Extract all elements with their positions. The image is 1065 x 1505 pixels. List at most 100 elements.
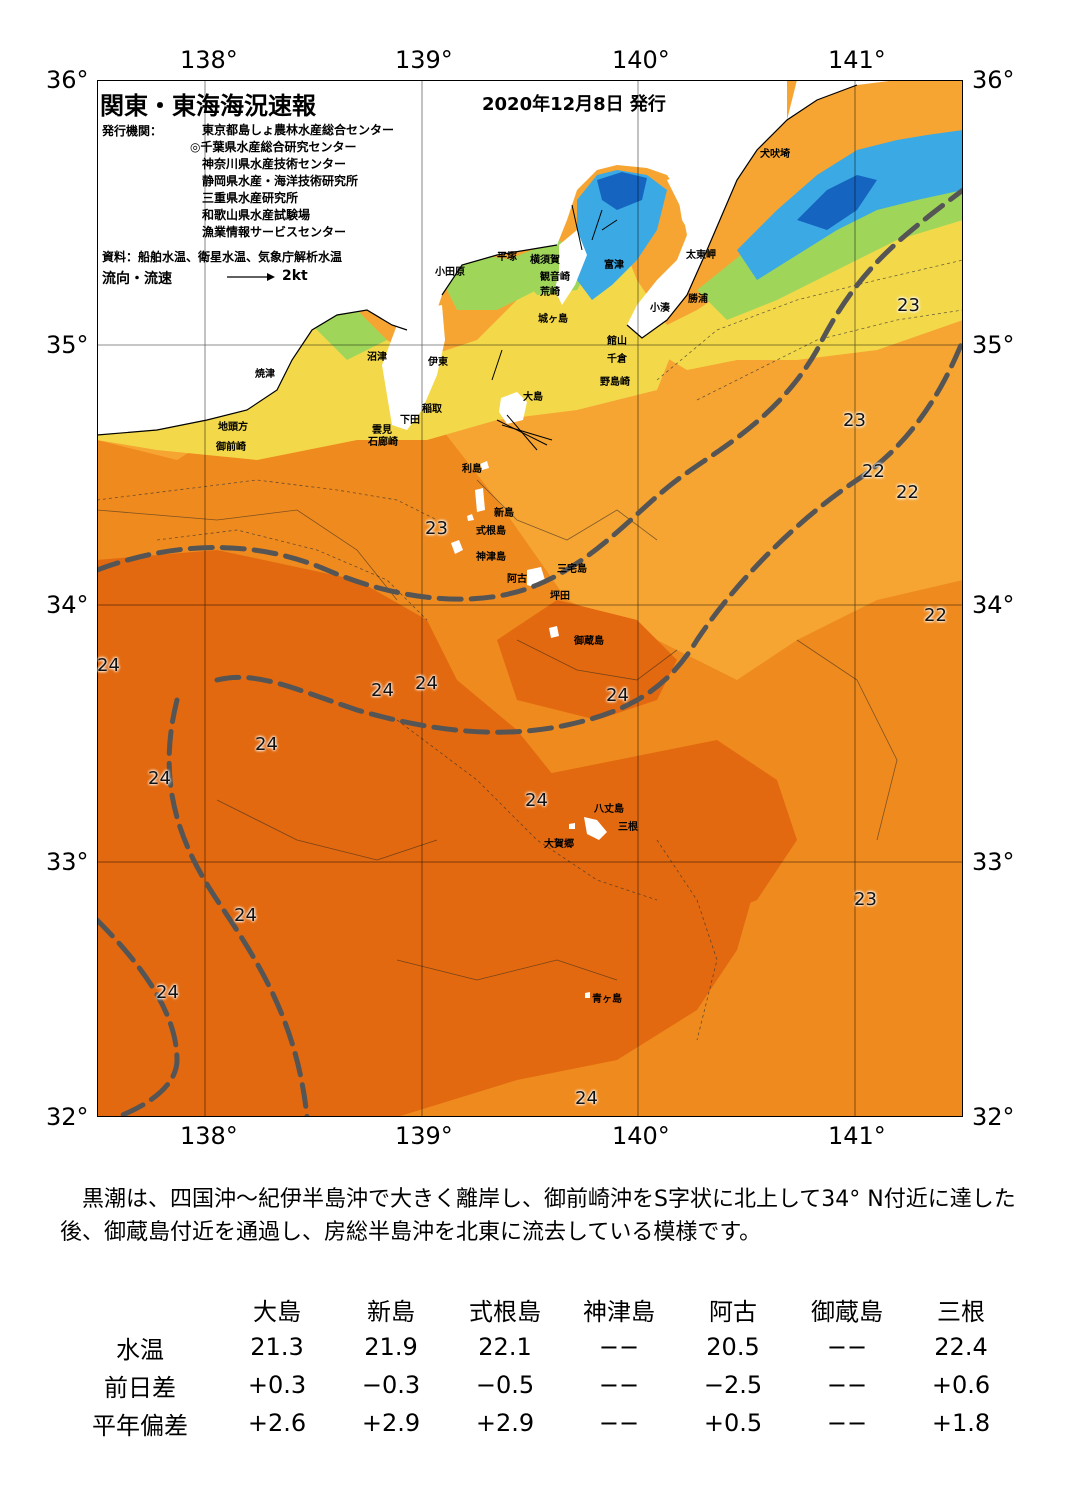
lon-label-138: 138° [180, 46, 238, 74]
land-shikine [467, 514, 474, 521]
place-label: 平塚 [497, 252, 517, 263]
land-hachijo-small [569, 823, 575, 829]
land-kozu [451, 540, 463, 554]
temperature-label: 24 [255, 734, 278, 755]
place-label: 阿古 [507, 574, 527, 585]
place-label: 大賀郷 [544, 839, 574, 850]
contour-200-east [656, 259, 963, 381]
place-label: 富津 [604, 260, 624, 271]
temperature-label: 24 [371, 680, 394, 701]
place-label: 荒崎 [540, 287, 560, 298]
contour-200-west [97, 479, 438, 521]
map-canvas [97, 80, 963, 1117]
coastline-boso [626, 84, 858, 339]
stats-cell: +0.3 [247, 1371, 307, 1399]
land-niijima [475, 488, 485, 512]
place-label: 御前崎 [216, 442, 246, 453]
legend-flow-arrowhead [267, 273, 275, 281]
stats-cell: +0.6 [931, 1371, 991, 1399]
organization-item: 漁業情報サービスセンター [202, 225, 347, 239]
place-label: 雲見 [372, 425, 392, 436]
kuroshio-line-west [166, 697, 310, 1117]
coast-green-izu [437, 255, 537, 310]
temperature-label: 24 [575, 1088, 598, 1109]
lon-label-140-bottom: 140° [612, 1122, 670, 1150]
stats-cell: +2.9 [361, 1409, 421, 1437]
lat-label-34-left: 34° [46, 591, 89, 619]
place-label: 石廊崎 [368, 437, 398, 448]
grid [97, 80, 963, 1117]
place-label: 八丈島 [594, 804, 624, 815]
kuroshio-line-south [214, 337, 963, 735]
coast-green-suruga [307, 310, 387, 360]
stats-column-header: 御蔵島 [811, 1297, 883, 1326]
coastline-honshu [97, 309, 408, 436]
lat-label-36-right: 36° [972, 66, 1015, 94]
stats-cell: 22.1 [478, 1333, 532, 1361]
flow-vectors [491, 204, 618, 451]
temperature-label: 24 [148, 768, 171, 789]
lon-label-140: 140° [612, 46, 670, 74]
temperature-label: 23 [425, 518, 448, 539]
temperature-label: 24 [156, 982, 179, 1003]
place-label: 大島 [523, 392, 543, 403]
place-label: 小田原 [435, 267, 465, 278]
stats-cell: −− [598, 1371, 640, 1399]
organizations-list: 東京都島しょ農林水産総合センター ◎千葉県水産総合研究センター 神奈川県水産技術… [190, 122, 394, 241]
temperature-label: 22 [862, 461, 885, 482]
stats-cell: −− [598, 1409, 640, 1437]
stats-cell: −2.5 [703, 1371, 763, 1399]
lat-label-35-right: 35° [972, 331, 1015, 359]
stats-row-normal-deviation: 平年偏差 +2.6 +2.9 +2.9 −− +0.5 −− +1.8 [60, 1404, 1018, 1442]
place-label: 下田 [400, 415, 420, 426]
sea-temperature-map [97, 80, 963, 1117]
temperature-label: 24 [97, 655, 120, 676]
temperature-label: 24 [606, 685, 629, 706]
lon-label-139-bottom: 139° [395, 1122, 453, 1150]
stats-row-day-diff: 前日差 +0.3 −0.3 −0.5 −− −2.5 −− +0.6 [60, 1366, 1018, 1404]
stats-column-header: 神津島 [583, 1297, 655, 1326]
temperature-label: 24 [234, 905, 257, 926]
lat-label-32-right: 32° [972, 1103, 1015, 1131]
lon-label-141: 141° [828, 46, 886, 74]
stats-row-water-temp: 水温 21.3 21.9 22.1 −− 20.5 −− 22.4 [60, 1328, 1018, 1366]
stats-cell: −0.5 [475, 1371, 535, 1399]
place-label: 地頭方 [218, 422, 248, 433]
tokyo-bay-inner [597, 172, 647, 210]
place-label: 犬吠埼 [760, 149, 790, 160]
place-label: 稲取 [422, 404, 442, 415]
organization-item: 三重県水産研究所 [202, 191, 299, 205]
contour-1000-hachijo [656, 839, 718, 1041]
isotherm-d [216, 799, 438, 861]
stats-row-label: 平年偏差 [92, 1411, 188, 1440]
organization-item: 静岡県水産・海洋技術研究所 [202, 174, 359, 188]
place-label: 千倉 [607, 354, 627, 365]
issue-date: 2020年12月8日 発行 [482, 94, 666, 115]
place-label: 城ヶ島 [538, 314, 568, 325]
isotherm-c [516, 639, 678, 681]
coast-deep-boso [797, 175, 877, 230]
place-label: 館山 [607, 336, 627, 347]
place-label: 横須賀 [530, 255, 560, 266]
land-oshima [499, 392, 527, 424]
kuroshio-line-southwest [97, 917, 180, 1117]
stats-table: 大島 新島 式根島 神津島 阿古 御蔵島 三根 水温 21.3 21.9 22.… [60, 1290, 1018, 1442]
temperature-label: 23 [897, 295, 920, 316]
flow-legend-label: 流向・流速 [102, 271, 172, 287]
sea-dark-south [457, 740, 797, 960]
place-label: 三根 [618, 822, 638, 833]
land-honshu [97, 80, 787, 435]
temperature-label: 24 [415, 673, 438, 694]
contour-1000-south [396, 719, 658, 901]
lat-label-33-right: 33° [972, 848, 1015, 876]
stats-cell: −− [598, 1333, 640, 1361]
lat-label-36-left: 36° [46, 66, 89, 94]
place-label: 野島崎 [600, 377, 630, 388]
place-label: 伊東 [428, 357, 448, 368]
place-label: 勝浦 [688, 294, 708, 305]
lon-label-138-bottom: 138° [180, 1122, 238, 1150]
flow-arrow [571, 204, 583, 251]
lat-label-33-left: 33° [46, 848, 89, 876]
flow-arrow [506, 414, 538, 451]
organizations-label: 発行機関： [102, 124, 163, 138]
